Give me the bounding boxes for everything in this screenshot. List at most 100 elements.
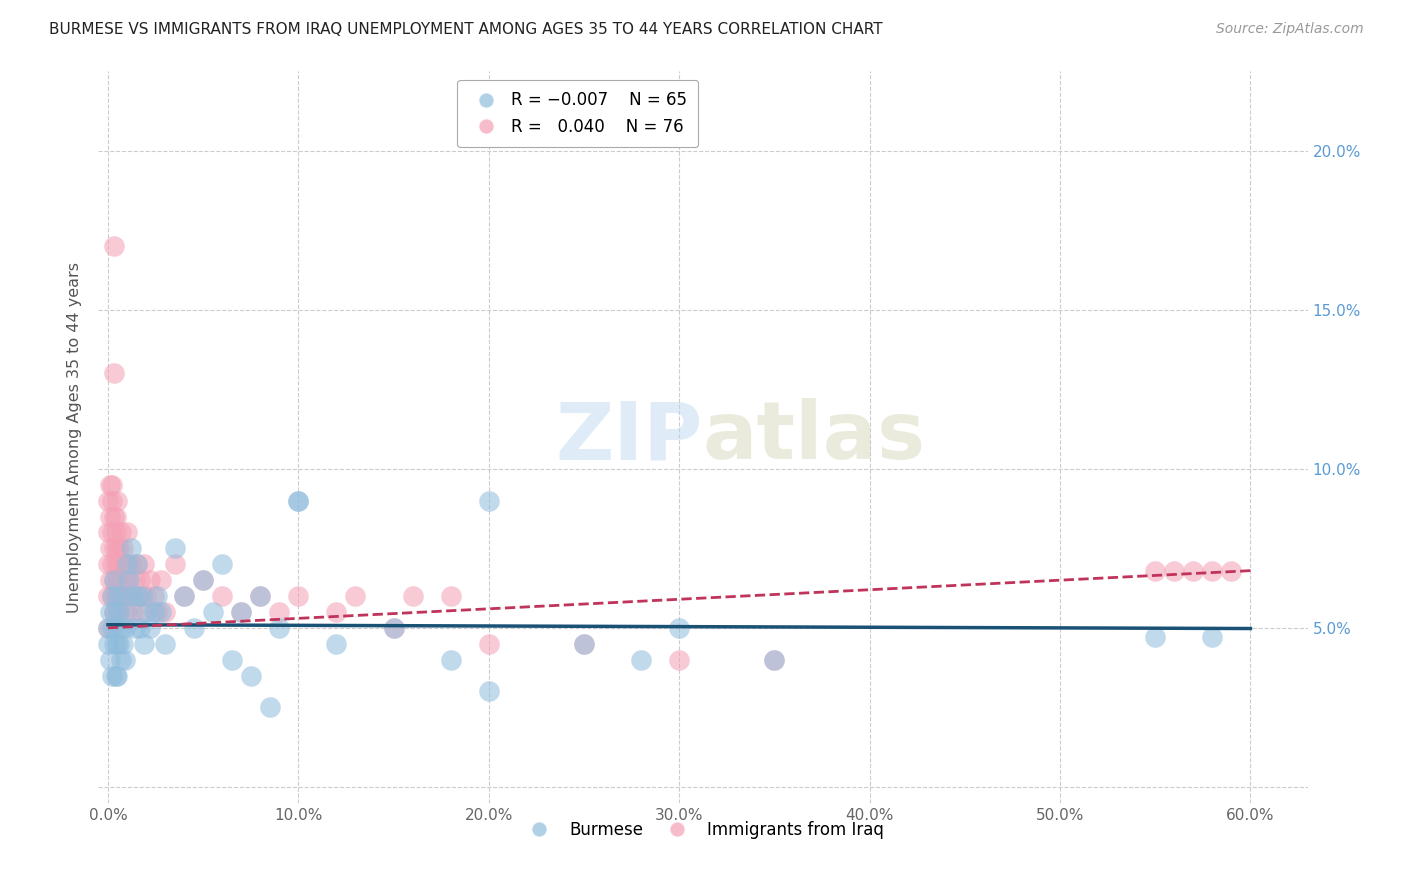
Point (120, 541, 142, 556)
Point (134, 558, 156, 572)
Point (121, 605, 143, 619)
Point (103, 367, 125, 381)
Point (112, 541, 135, 556)
Point (135, 589, 157, 603)
Point (1220, 564, 1243, 578)
Point (668, 653, 690, 667)
Point (114, 653, 136, 667)
Point (134, 637, 156, 651)
Point (129, 621, 152, 635)
Point (120, 558, 142, 572)
Legend: Burmese, Immigrants from Iraq: Burmese, Immigrants from Iraq (516, 814, 890, 846)
Point (108, 558, 131, 572)
Point (112, 589, 135, 603)
Point (114, 621, 136, 635)
Point (103, 637, 125, 651)
Point (325, 637, 347, 651)
Point (191, 573, 214, 587)
Point (108, 589, 131, 603)
Point (115, 573, 138, 587)
Point (121, 589, 143, 603)
Point (287, 493, 309, 508)
Point (150, 573, 173, 587)
Point (110, 573, 132, 587)
Point (98, 541, 121, 556)
Point (668, 621, 690, 635)
Point (108, 541, 131, 556)
Point (201, 605, 224, 619)
Point (103, 605, 125, 619)
Point (231, 605, 253, 619)
Point (98, 653, 121, 667)
Point (125, 558, 148, 572)
Point (440, 653, 463, 667)
Point (103, 239, 125, 253)
Point (127, 589, 149, 603)
Point (125, 558, 148, 572)
Point (211, 589, 233, 603)
Point (269, 605, 291, 619)
Point (382, 621, 405, 635)
Point (98, 477, 121, 491)
Point (259, 700, 281, 714)
Point (98, 573, 121, 587)
Point (112, 637, 135, 651)
Point (115, 525, 138, 540)
Point (114, 605, 136, 619)
Point (153, 605, 176, 619)
Point (135, 605, 157, 619)
Point (107, 493, 129, 508)
Point (142, 605, 165, 619)
Point (118, 589, 141, 603)
Point (478, 637, 501, 651)
Point (478, 493, 501, 508)
Point (100, 477, 122, 491)
Point (100, 558, 122, 572)
Point (103, 605, 125, 619)
Point (325, 605, 347, 619)
Point (231, 605, 253, 619)
Point (107, 605, 129, 619)
Point (131, 605, 153, 619)
Point (108, 637, 131, 651)
Point (572, 637, 595, 651)
Point (173, 589, 195, 603)
Point (97, 558, 120, 572)
Point (108, 605, 131, 619)
Point (100, 668, 122, 682)
Point (97, 621, 120, 635)
Point (401, 589, 423, 603)
Point (142, 589, 165, 603)
Point (103, 509, 125, 524)
Point (97, 637, 120, 651)
Point (107, 541, 129, 556)
Point (100, 589, 122, 603)
Point (110, 621, 132, 635)
Point (110, 653, 132, 667)
Point (139, 573, 162, 587)
Point (110, 525, 132, 540)
Point (104, 509, 127, 524)
Point (127, 589, 149, 603)
Point (124, 621, 146, 635)
Point (478, 684, 501, 698)
Y-axis label: Unemployment Among Ages 35 to 44 years: Unemployment Among Ages 35 to 44 years (67, 261, 83, 613)
Point (440, 589, 463, 603)
Point (115, 558, 138, 572)
Point (163, 558, 186, 572)
Point (114, 558, 136, 572)
Point (104, 525, 127, 540)
Point (146, 605, 169, 619)
Point (98, 509, 121, 524)
Point (287, 589, 309, 603)
Point (100, 621, 122, 635)
Point (131, 589, 153, 603)
Point (150, 605, 173, 619)
Point (104, 589, 127, 603)
Point (269, 621, 291, 635)
Point (1163, 564, 1185, 578)
Point (104, 558, 127, 572)
Point (572, 637, 595, 651)
Point (763, 653, 786, 667)
Point (1144, 631, 1167, 645)
